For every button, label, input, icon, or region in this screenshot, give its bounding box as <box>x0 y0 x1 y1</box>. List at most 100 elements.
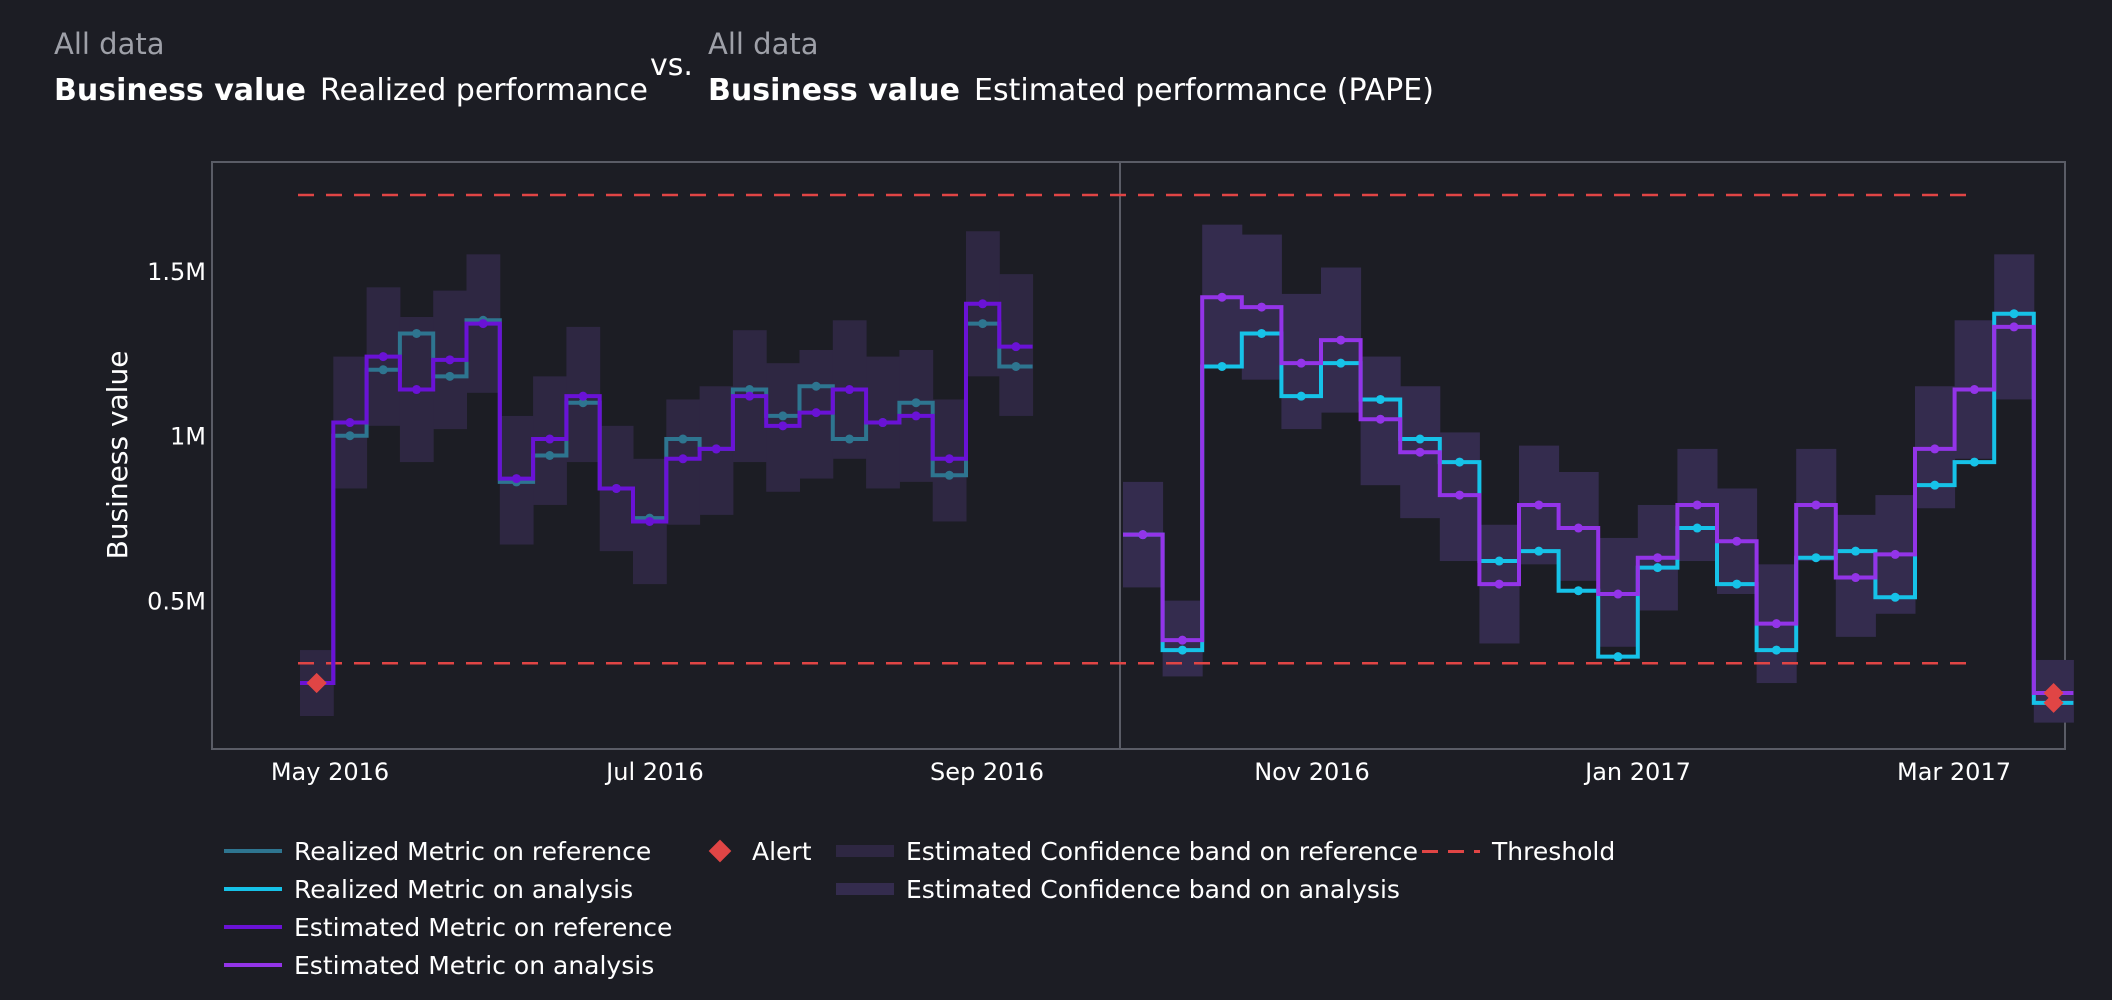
realized-point-ref-13 <box>745 385 755 395</box>
estimated-point-ref-2 <box>378 352 388 362</box>
legend-label-threshold: Threshold <box>1492 836 1616 866</box>
y-tick-label-1: 1M <box>170 423 206 451</box>
realized-point-ana-20 <box>1930 480 1940 490</box>
estimated-point-ana-8 <box>1455 490 1465 500</box>
realized-point-ana-12 <box>1613 652 1623 662</box>
legend-item-band-ana[interactable]: Estimated Confidence band on analysis <box>836 870 1418 908</box>
realized-point-ana-15 <box>1732 579 1742 589</box>
legend-swatch-est-ref <box>224 925 282 929</box>
estimated-point-ref-12 <box>711 444 721 454</box>
legend-item-threshold[interactable]: Threshold <box>1422 832 1615 870</box>
realized-point-ana-18 <box>1851 546 1861 556</box>
estimated-point-ref-1 <box>345 418 355 428</box>
estimated-point-ana-11 <box>1573 523 1583 533</box>
realized-point-ana-16 <box>1771 645 1781 655</box>
estimated-line-ref <box>300 301 1033 686</box>
realized-point-ref-15 <box>811 381 821 391</box>
estimated-point-ana-7 <box>1415 447 1425 457</box>
y-tick-label-2: 1.5M <box>147 258 206 286</box>
legend-swatch-realized-ana <box>224 887 282 891</box>
estimated-point-ana-19 <box>1890 549 1900 559</box>
legend-label-band-ana: Estimated Confidence band on analysis <box>906 874 1400 904</box>
estimated-point-ana-18 <box>1851 573 1861 583</box>
estimated-point-ana-15 <box>1732 536 1742 546</box>
x-tick-label-4: Jan 2017 <box>1583 758 1691 786</box>
legend-label-est-ref: Estimated Metric on reference <box>294 912 673 942</box>
realized-point-ref-21 <box>1011 361 1021 371</box>
realized-point-ana-22 <box>2009 309 2019 319</box>
legend-col-1: Realized Metric on reference Realized Me… <box>224 832 672 984</box>
performance-chart[interactable]: 0.5M 1M 1.5M May 2016 Jul 2016 Sep 2016 Nov 2… <box>0 0 2112 800</box>
legend-col-3: Estimated Confidence band on reference E… <box>836 832 1418 908</box>
estimated-point-ref-20 <box>978 299 988 309</box>
perf-type-right: Estimated performance (PAPE) <box>974 73 1434 108</box>
realized-point-ana-11 <box>1573 586 1583 596</box>
estimated-point-ref-9 <box>611 483 621 493</box>
legend-swatch-band-ana <box>836 883 894 895</box>
estimated-point-ref-5 <box>478 319 488 329</box>
x-tick-label-3: Nov 2016 <box>1254 758 1370 786</box>
estimated-point-ana-2 <box>1217 292 1227 302</box>
estimated-point-ref-11 <box>678 454 688 464</box>
x-tick-label-5: Mar 2017 <box>1897 758 2011 786</box>
vs-label: vs. <box>650 48 693 83</box>
perf-type-left: Realized performance <box>320 73 648 108</box>
plot-frame <box>211 161 2066 750</box>
estimated-point-ana-4 <box>1296 358 1306 368</box>
realized-point-ana-9 <box>1494 556 1504 566</box>
realized-point-ana-6 <box>1375 394 1385 404</box>
estimated-point-ref-17 <box>878 418 888 428</box>
legend-swatch-est-ana <box>224 963 282 967</box>
estimated-point-ana-21 <box>1969 385 1979 395</box>
y-axis-label: Business value <box>101 351 134 560</box>
alert-marker-ref-0-1 <box>306 673 327 694</box>
legend-item-est-ana[interactable]: Estimated Metric on analysis <box>224 946 672 984</box>
estimated-point-ana-5 <box>1336 335 1346 345</box>
x-tick-label-0: May 2016 <box>271 758 389 786</box>
realized-point-ana-17 <box>1811 553 1821 563</box>
realized-point-ana-7 <box>1415 434 1425 444</box>
legend-col-2: Alert <box>700 832 812 870</box>
realized-point-ana-21 <box>1969 457 1979 467</box>
realized-point-ref-2 <box>378 365 388 375</box>
estimated-point-ana-20 <box>1930 444 1940 454</box>
estimated-point-ref-3 <box>412 385 422 395</box>
legend-label-band-ref: Estimated Confidence band on reference <box>906 836 1419 866</box>
realized-point-ref-20 <box>978 319 988 329</box>
estimated-point-ref-15 <box>811 408 821 418</box>
realized-point-ref-8 <box>578 398 588 408</box>
estimated-point-ref-21 <box>1011 342 1021 352</box>
realized-point-ref-4 <box>445 371 455 381</box>
estimated-point-ref-14 <box>778 421 788 431</box>
estimated-point-ana-16 <box>1771 619 1781 629</box>
realized-point-ref-18 <box>911 398 921 408</box>
estimated-point-ref-7 <box>545 434 555 444</box>
realized-point-ana-14 <box>1692 523 1702 533</box>
realized-point-ref-14 <box>778 411 788 421</box>
estimated-point-ana-22 <box>2009 322 2019 332</box>
legend-item-est-ref[interactable]: Estimated Metric on reference <box>224 908 672 946</box>
estimated-point-ana-0 <box>1138 530 1148 540</box>
header-right: All data Business value Estimated perform… <box>708 22 1434 116</box>
realized-point-ana-4 <box>1296 391 1306 401</box>
legend-label-alert: Alert <box>752 836 812 866</box>
estimated-point-ana-14 <box>1692 500 1702 510</box>
estimated-point-ref-13 <box>745 391 755 401</box>
legend-item-alert[interactable]: Alert <box>700 832 812 870</box>
legend-item-realized-ref[interactable]: Realized Metric on reference <box>224 832 672 870</box>
realized-point-ana-2 <box>1217 361 1227 371</box>
estimated-point-ref-16 <box>844 385 854 395</box>
estimated-point-ana-10 <box>1534 500 1544 510</box>
realized-point-ref-19 <box>944 470 954 480</box>
legend-item-band-ref[interactable]: Estimated Confidence band on reference <box>836 832 1418 870</box>
metric-name-right: Business value <box>708 73 961 108</box>
legend-item-realized-ana[interactable]: Realized Metric on analysis <box>224 870 672 908</box>
estimated-point-ref-19 <box>944 454 954 464</box>
estimated-point-ana-6 <box>1375 414 1385 424</box>
estimated-point-ref-10 <box>645 516 655 526</box>
legend-col-4: Threshold <box>1422 832 1615 870</box>
realized-point-ana-1 <box>1177 645 1187 655</box>
legend-swatch-threshold <box>1422 849 1480 853</box>
realized-point-ref-1 <box>345 431 355 441</box>
estimated-point-ana-1 <box>1177 635 1187 645</box>
